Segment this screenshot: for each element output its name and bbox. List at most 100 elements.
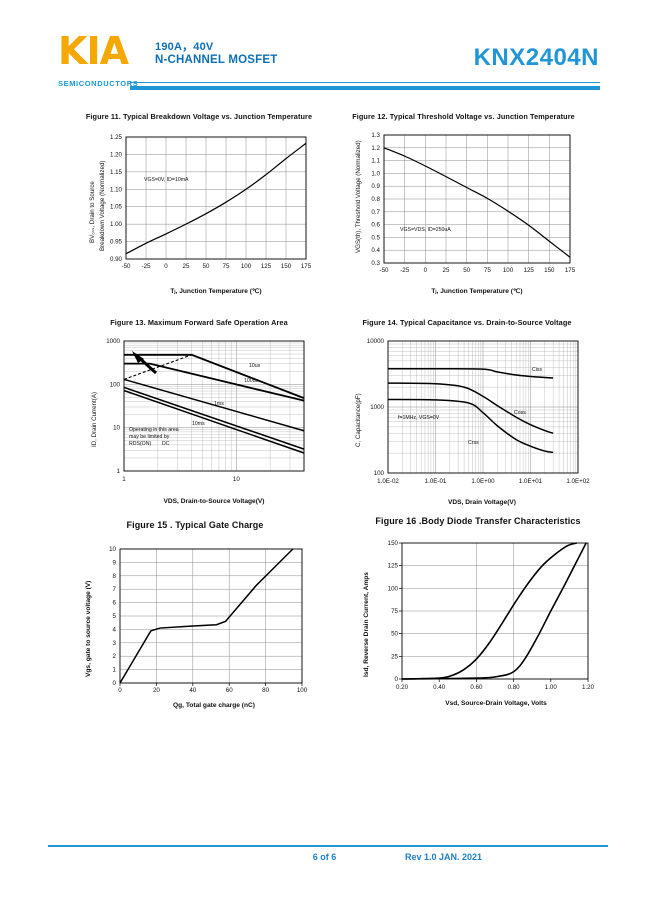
svg-text:5: 5 xyxy=(113,613,117,620)
svg-text:-50: -50 xyxy=(122,263,132,270)
footer-rule xyxy=(48,845,608,847)
svg-text:3: 3 xyxy=(113,640,117,647)
svg-text:-25: -25 xyxy=(142,263,152,270)
figure-13-annotation-l2: may be limited by xyxy=(129,434,170,440)
svg-text:2: 2 xyxy=(113,653,117,660)
figure-12-annotation: VGS=VDS, ID=250uA xyxy=(400,227,451,233)
figure-12-title: Figure 12. Typical Threshold Voltage vs.… xyxy=(352,112,575,121)
soa-curve xyxy=(123,389,305,454)
figure-11-ylabel-b: Breakdown Voltage (Normalized) xyxy=(99,161,106,251)
capacitance-curve xyxy=(387,368,554,379)
header-rule-thick xyxy=(130,86,600,90)
svg-text:1.0E+01: 1.0E+01 xyxy=(519,478,543,485)
svg-text:0.4: 0.4 xyxy=(371,247,380,254)
svg-text:50: 50 xyxy=(391,631,398,638)
svg-text:0: 0 xyxy=(424,267,428,274)
svg-text:1.0E-02: 1.0E-02 xyxy=(377,478,399,485)
figure-14-xlabel: VDS, Drain Voltage(V) xyxy=(448,499,516,506)
svg-text:0: 0 xyxy=(164,263,168,270)
svg-text:125: 125 xyxy=(261,263,272,270)
svg-text:1.05: 1.05 xyxy=(110,204,123,211)
figure-16-plot: 0 25 50 75 100 125 150 0.20 0.40 0.60 0.80 1.00 1.2… xyxy=(344,527,612,709)
svg-text:125: 125 xyxy=(524,267,535,274)
svg-text:100: 100 xyxy=(297,687,308,694)
svg-text:175: 175 xyxy=(301,263,312,270)
figure-15-ylabel: Vgs, gate to source voltage (V) xyxy=(85,581,92,677)
svg-text:50: 50 xyxy=(203,263,210,270)
svg-text:75: 75 xyxy=(484,267,491,274)
svg-text:0.80: 0.80 xyxy=(508,684,521,691)
svg-text:1.20: 1.20 xyxy=(110,152,123,159)
figure-13-ylabel: ID, Drain Current(A) xyxy=(91,392,98,447)
svg-text:1000: 1000 xyxy=(370,404,384,411)
soa-curve xyxy=(124,362,305,402)
figure-12-svg: 0.3 0.4 0.5 0.6 0.7 0.8 0.9 1.0 1.1 1.2 1.3 -50 -25… xyxy=(355,132,576,295)
figure-15: Figure 15 . Typical Gate Charge 0 1 2 3 4 5 6 7… xyxy=(64,520,326,711)
svg-text:6: 6 xyxy=(113,600,117,607)
capacitance-curve-label: Coss xyxy=(514,410,526,416)
svg-text:0.3: 0.3 xyxy=(371,260,380,267)
svg-text:1.00: 1.00 xyxy=(110,221,123,228)
svg-text:1.0E-01: 1.0E-01 xyxy=(425,478,447,485)
capacitance-curve-label: Crss xyxy=(468,440,479,446)
soa-dashed-limit xyxy=(123,354,192,381)
figure-13-annotation-l1: Operating in this area xyxy=(129,427,179,433)
figure-11-annotation: VGS=0V, ID=10mA xyxy=(144,177,189,183)
svg-text:80: 80 xyxy=(262,687,269,694)
svg-text:50: 50 xyxy=(463,267,470,274)
figure-11-ylabel-a: BV₀ₛₛ, Drain to Source xyxy=(89,181,96,243)
svg-text:0.95: 0.95 xyxy=(110,239,123,246)
svg-text:9: 9 xyxy=(113,560,117,567)
svg-text:100: 100 xyxy=(503,267,514,274)
svg-text:0.6: 0.6 xyxy=(371,222,380,229)
figure-16-ylabel: Isd, Reverse Drain Current, Amps xyxy=(363,572,370,677)
svg-text:1.0: 1.0 xyxy=(371,171,380,178)
svg-text:0.9: 0.9 xyxy=(371,183,380,190)
figure-11-title: Figure 11. Typical Breakdown Voltage vs.… xyxy=(85,112,313,121)
figure-14-ylabel: C, Capacitance(pF) xyxy=(355,393,362,447)
figure-14-plot: 100 1000 10000 1.0E-02 1.0E-01 1.0E+00 1.0E+0… xyxy=(336,327,598,512)
svg-text:40: 40 xyxy=(189,687,196,694)
svg-text:1000: 1000 xyxy=(106,338,120,345)
figure-14-annotation: f=1MHz, VGS=0V xyxy=(398,415,440,421)
svg-text:0.5: 0.5 xyxy=(371,235,380,242)
part-number: KNX2404N xyxy=(473,44,599,71)
body-diode-curve xyxy=(401,542,578,681)
capacitance-curve-label: Ciss xyxy=(532,367,542,373)
figure-12: Figure 12. Typical Threshold Voltage vs.… xyxy=(336,112,591,301)
svg-text:150: 150 xyxy=(281,263,292,270)
svg-text:1: 1 xyxy=(117,468,121,475)
svg-text:10000: 10000 xyxy=(367,338,385,345)
soa-curve xyxy=(123,378,305,432)
svg-text:1.25: 1.25 xyxy=(110,134,123,141)
capacitance-curve xyxy=(387,382,554,435)
svg-text:1.1: 1.1 xyxy=(371,158,380,165)
body-diode-curve xyxy=(401,542,587,681)
svg-text:1: 1 xyxy=(113,667,117,674)
svg-text:175: 175 xyxy=(565,267,576,274)
figure-11-plot: 0.90 0.95 1.00 1.05 1.10 1.15 1.20 1.25 -50 -25 0… xyxy=(74,121,324,301)
figure-16-svg: 0 25 50 75 100 125 150 0.20 0.40 0.60 0.80 1.00 1.2… xyxy=(363,540,595,707)
svg-text:100: 100 xyxy=(241,263,252,270)
figure-11: Figure 11. Typical Breakdown Voltage vs.… xyxy=(74,112,324,301)
svg-text:0.7: 0.7 xyxy=(371,209,380,216)
svg-text:100: 100 xyxy=(388,586,399,593)
device-rating: 190A，40V xyxy=(155,41,214,53)
svg-text:8: 8 xyxy=(113,573,117,580)
svg-text:100: 100 xyxy=(374,470,385,477)
figure-16: Figure 16 .Body Diode Transfer Character… xyxy=(344,516,612,709)
svg-text:1.3: 1.3 xyxy=(371,132,380,139)
soa-curve-label: 100us xyxy=(244,378,259,384)
figure-14: Figure 14. Typical Capacitance vs. Drain… xyxy=(336,318,598,512)
figure-12-xlabel: Tⱼ, Junction Temperature (℃) xyxy=(431,287,522,295)
figure-15-title: Figure 15 . Typical Gate Charge xyxy=(126,520,264,530)
figure-13-plot: 1 10 100 1000 1 10 10us 100us 1ms 10ms DC Operat… xyxy=(74,327,324,512)
svg-text:1.15: 1.15 xyxy=(110,169,123,176)
svg-text:75: 75 xyxy=(223,263,230,270)
figure-13-annotation-l3: RDS(ON) xyxy=(129,441,151,447)
figure-16-xlabel: Vsd, Source-Drain Voltage, Volts xyxy=(445,700,547,707)
capacitance-curve xyxy=(387,398,554,454)
figure-15-plot: 0 1 2 3 4 5 6 7 8 9 10 0 20 40 60 80 100 Qg, Total gate… xyxy=(64,531,326,711)
footer-page-number: 6 of 6 xyxy=(312,852,337,862)
soa-curve xyxy=(124,354,305,400)
